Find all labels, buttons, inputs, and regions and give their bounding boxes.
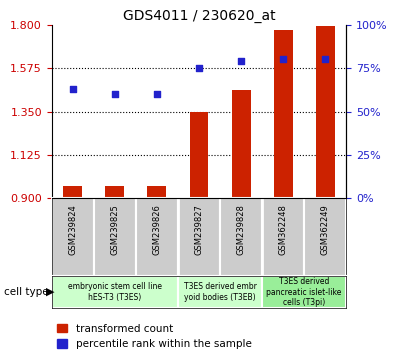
Text: T3ES derived
pancreatic islet-like
cells (T3pi): T3ES derived pancreatic islet-like cells…: [267, 277, 342, 307]
Text: GSM239825: GSM239825: [110, 205, 119, 255]
Point: [322, 57, 328, 62]
Bar: [304, 198, 346, 276]
Text: GSM362249: GSM362249: [321, 205, 330, 255]
Point: [70, 86, 76, 92]
Text: GSM239828: GSM239828: [236, 205, 246, 255]
Text: embryonic stem cell line
hES-T3 (T3ES): embryonic stem cell line hES-T3 (T3ES): [68, 282, 162, 302]
Bar: [94, 198, 136, 276]
Bar: [220, 198, 262, 276]
Text: T3ES derived embr
yoid bodies (T3EB): T3ES derived embr yoid bodies (T3EB): [183, 282, 256, 302]
Bar: [232, 90, 250, 198]
Text: cell type: cell type: [4, 287, 49, 297]
Point: [112, 91, 118, 97]
Bar: [178, 198, 220, 276]
Bar: [105, 186, 124, 198]
Bar: [147, 186, 166, 198]
Text: GSM239827: GSM239827: [195, 205, 203, 255]
Bar: [189, 112, 209, 198]
Bar: [63, 186, 82, 198]
Point: [154, 91, 160, 97]
Legend: transformed count, percentile rank within the sample: transformed count, percentile rank withi…: [57, 324, 252, 349]
Bar: [262, 276, 346, 308]
Bar: [316, 26, 335, 198]
Point: [238, 58, 244, 64]
Point: [196, 65, 202, 71]
Bar: [52, 198, 94, 276]
Point: [280, 57, 286, 62]
Bar: [178, 276, 262, 308]
Text: GSM239826: GSM239826: [152, 205, 162, 255]
Text: ▶: ▶: [46, 287, 54, 297]
Text: GDS4011 / 230620_at: GDS4011 / 230620_at: [123, 9, 275, 23]
Bar: [136, 198, 178, 276]
Bar: [274, 30, 293, 198]
Text: GSM362248: GSM362248: [279, 205, 288, 255]
Text: GSM239824: GSM239824: [68, 205, 77, 255]
Bar: [52, 276, 178, 308]
Bar: [262, 198, 304, 276]
